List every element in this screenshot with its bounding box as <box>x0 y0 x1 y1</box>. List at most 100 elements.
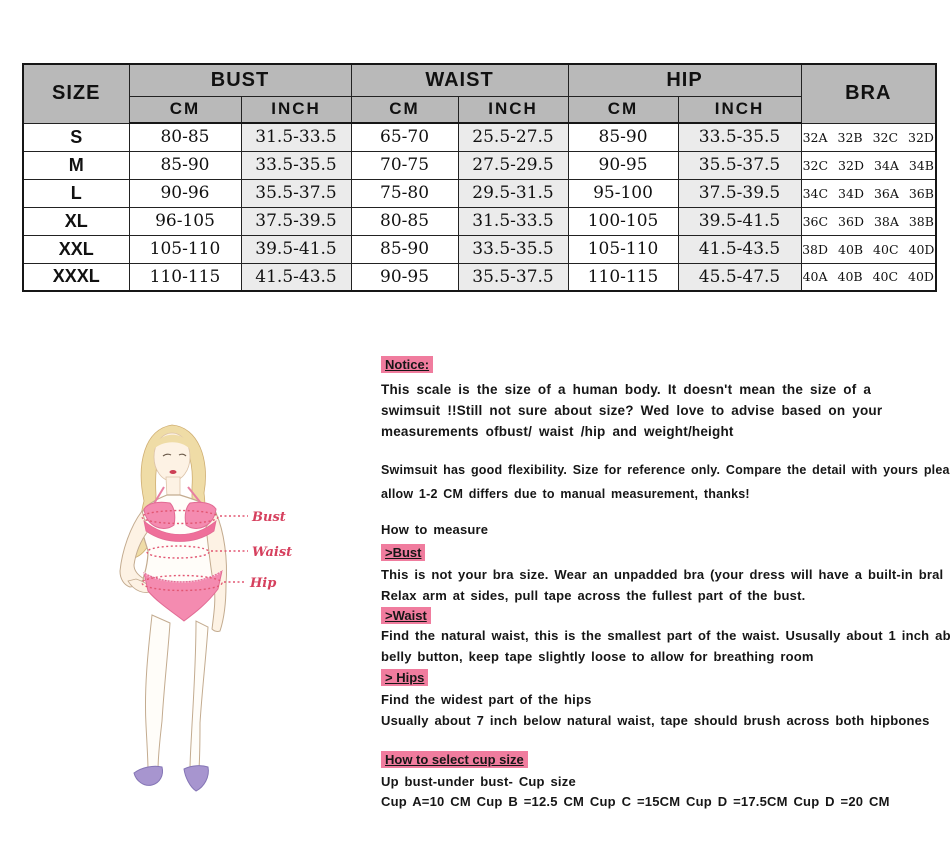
left-leg <box>144 614 171 772</box>
subheader-waist-inch: INCH <box>457 95 569 124</box>
bust-inch: 39.5-41.5 <box>240 234 352 264</box>
table-row-xxxl: XXXL 110-115 41.5-43.5 90-95 35.5-37.5 1… <box>22 262 937 292</box>
size-value: XXXL <box>22 262 130 292</box>
size-value: M <box>22 150 130 180</box>
hip-inch: 41.5-43.5 <box>677 234 802 264</box>
hips-instruction-line: Find the widest part of the hips <box>381 691 592 707</box>
subheader-bust-cm: CM <box>128 95 242 124</box>
waist-heading: >Waist <box>381 607 431 625</box>
flexibility-line: allow 1-2 CM differs due to manual measu… <box>381 487 750 501</box>
bust-instruction-line: Relax arm at sides, pull tape across the… <box>381 587 806 603</box>
hip-inch: 45.5-47.5 <box>677 262 802 292</box>
notice-line: measurements ofbust/ waist /hip and weig… <box>381 424 734 439</box>
flexibility-line: Swimsuit has good flexibility. Size for … <box>381 463 950 477</box>
hip-inch: 39.5-41.5 <box>677 206 802 236</box>
bust-cm: 85-90 <box>128 150 242 180</box>
column-header-bra: BRA <box>800 63 937 124</box>
measurement-notes: Notice: This scale is the size of a huma… <box>381 355 950 813</box>
bust-inch: 37.5-39.5 <box>240 206 352 236</box>
bust-cm: 90-96 <box>128 178 242 208</box>
bust-inch: 41.5-43.5 <box>240 262 352 292</box>
hip-cm: 85-90 <box>567 122 679 152</box>
bust-inch: 35.5-37.5 <box>240 178 352 208</box>
bust-measure-line <box>141 509 219 525</box>
left-shoe <box>133 765 163 786</box>
hip-cm: 95-100 <box>567 178 679 208</box>
waist-inch: 29.5-31.5 <box>457 178 569 208</box>
waist-cm: 85-90 <box>350 234 459 264</box>
waist-cm: 75-80 <box>350 178 459 208</box>
bra-sizes: 38D 40B 40C 40D <box>800 234 937 264</box>
column-header-hip: HIP <box>567 63 802 97</box>
hip-inch: 33.5-35.5 <box>677 122 802 152</box>
cup-size-line: Cup A=10 CM Cup B =12.5 CM Cup C =15CM C… <box>381 794 890 810</box>
hips-heading: > Hips <box>381 668 429 686</box>
bra-sizes: 40A 40B 40C 40D <box>800 262 937 292</box>
waist-cm: 80-85 <box>350 206 459 236</box>
column-header-size: SIZE <box>22 63 130 124</box>
hip-cm: 90-95 <box>567 150 679 180</box>
bust-inch: 31.5-33.5 <box>240 122 352 152</box>
waist-inch: 31.5-33.5 <box>457 206 569 236</box>
size-value: XXL <box>22 234 130 264</box>
bust-instruction-line: This is not your bra size. Wear an unpad… <box>381 566 944 582</box>
waist-inch: 27.5-29.5 <box>457 150 569 180</box>
left-eye <box>162 453 172 457</box>
bra-sizes: 32A 32B 32C 32D <box>800 122 937 152</box>
table-row-m: M 85-90 33.5-35.5 70-75 27.5-29.5 90-95 … <box>22 150 937 180</box>
bikini-band <box>143 519 217 542</box>
waist-measure-line <box>146 545 210 559</box>
bust-cm: 96-105 <box>128 206 242 236</box>
notice-line: This scale is the size of a human body. … <box>381 382 872 397</box>
cup-size-line: Up bust-under bust- Cup size <box>381 773 576 789</box>
bust-inch: 33.5-35.5 <box>240 150 352 180</box>
hips-heading-row: > Hips <box>381 668 937 688</box>
lips <box>169 470 177 474</box>
bra-sizes: 34C 34D 36A 36B <box>800 178 937 208</box>
hip-measure-line <box>141 574 223 592</box>
table-row-xl: XL 96-105 37.5-39.5 80-85 31.5-33.5 100-… <box>22 206 937 236</box>
figure-sketch: Bust Waist Hip <box>119 424 292 792</box>
table-row-xxl: XXL 105-110 39.5-41.5 85-90 33.5-35.5 10… <box>22 234 937 264</box>
size-chart-table: SIZE BUST WAIST HIP BRA CM INCH CM INCH … <box>22 63 938 292</box>
hair-fringe <box>154 434 190 449</box>
size-value: L <box>22 178 130 208</box>
hip-inch: 35.5-37.5 <box>677 150 802 180</box>
bust-cm: 80-85 <box>128 122 242 152</box>
bust-heading: >Bust <box>381 543 426 561</box>
hip-cm: 100-105 <box>567 206 679 236</box>
bust-label: Bust <box>251 510 286 525</box>
right-eye <box>178 453 187 457</box>
column-header-waist: WAIST <box>350 63 569 97</box>
bra-sizes: 32C 32D 34A 34B <box>800 150 937 180</box>
waist-label: Waist <box>252 545 292 560</box>
notice-line: swimsuit !!Still not sure about size? We… <box>381 403 883 418</box>
hip-cm: 105-110 <box>567 234 679 264</box>
waist-inch: 35.5-37.5 <box>457 262 569 292</box>
waist-heading-row: >Waist <box>381 606 937 626</box>
notice-heading: Notice: <box>381 356 434 373</box>
waist-cm: 65-70 <box>350 122 459 152</box>
size-value: XL <box>22 206 130 236</box>
waist-inch: 33.5-35.5 <box>457 234 569 264</box>
right-shoe <box>183 765 209 792</box>
right-leg <box>189 620 209 770</box>
notice-heading-row: Notice: <box>381 355 937 375</box>
bust-cm: 110-115 <box>128 262 242 292</box>
cup-size-heading: How to select cup size <box>381 750 528 768</box>
bust-heading-row: >Bust <box>381 543 937 563</box>
subheader-bust-inch: INCH <box>240 95 352 124</box>
waist-instruction-line: Find the natural waist, this is the smal… <box>381 628 950 644</box>
waist-inch: 25.5-27.5 <box>457 122 569 152</box>
table-row-s: S 80-85 31.5-33.5 65-70 25.5-27.5 85-90 … <box>22 122 937 152</box>
bra-sizes: 36C 36D 38A 38B <box>800 206 937 236</box>
bust-cm: 105-110 <box>128 234 242 264</box>
bikini-cup-right <box>184 501 217 529</box>
waist-instruction-line: belly button, keep tape slightly loose t… <box>381 649 814 665</box>
hip-label: Hip <box>249 576 276 591</box>
neck <box>165 476 181 498</box>
subheader-waist-cm: CM <box>350 95 459 124</box>
size-value: S <box>22 122 130 152</box>
hip-inch: 37.5-39.5 <box>677 178 802 208</box>
